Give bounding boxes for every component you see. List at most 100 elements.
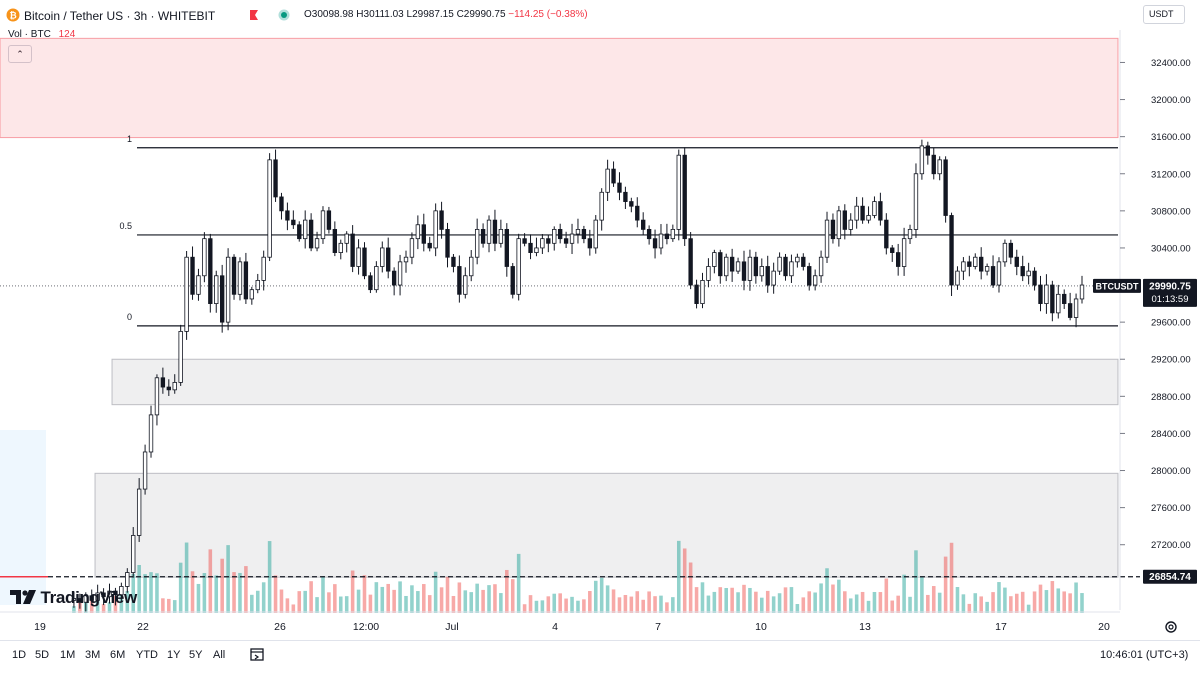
candle-body <box>795 256 800 263</box>
y-tick-label: 29600.00 <box>1151 318 1191 329</box>
volume-bar <box>973 593 978 613</box>
volume-bar <box>754 591 758 613</box>
volume-bar <box>771 596 776 613</box>
volume-bar <box>724 588 728 613</box>
volume-bar <box>386 583 390 613</box>
volume-bar <box>570 596 574 613</box>
candle-body <box>569 233 575 244</box>
candle-body <box>1002 242 1008 263</box>
logo-text: TradingView <box>40 588 137 607</box>
volume-bar <box>392 589 396 613</box>
candle-body <box>895 252 901 267</box>
volume-bar <box>718 587 723 613</box>
date-range-icon[interactable] <box>249 646 265 662</box>
candle-body <box>504 228 509 267</box>
volume-bar <box>1062 591 1066 613</box>
volume-bar <box>101 604 106 613</box>
volume-bar <box>807 591 812 613</box>
candle-body <box>949 215 954 286</box>
candle-body <box>421 224 426 244</box>
candle-body <box>178 331 183 383</box>
candle-body <box>718 252 723 277</box>
marked-level-text: 26854.74 <box>1149 572 1191 583</box>
candle-body <box>463 275 468 295</box>
currency-select[interactable]: USDT <box>1143 5 1185 24</box>
volume-bar <box>202 573 207 613</box>
volume-bar <box>1032 591 1037 613</box>
settings-gear-icon[interactable] <box>1164 620 1178 634</box>
symbol-title[interactable]: Bitcoin / Tether US · 3h · WHITEBIT <box>24 9 216 23</box>
range-3m[interactable]: 3M <box>85 649 101 661</box>
volume-bar <box>843 591 847 613</box>
range-6m[interactable]: 6M <box>110 649 126 661</box>
range-all[interactable]: All <box>213 649 226 661</box>
candle-body <box>457 266 462 295</box>
volume-bar <box>736 592 740 613</box>
volume-value: 124 <box>58 29 76 40</box>
volume-bar <box>167 598 171 613</box>
x-tick-label: 26 <box>274 621 286 633</box>
candle-body <box>546 238 551 244</box>
y-tick-label: 31600.00 <box>1151 132 1191 143</box>
candle-body <box>712 252 717 267</box>
candle-body <box>842 210 847 230</box>
flag-icon[interactable] <box>248 9 260 21</box>
x-tick-label: 12:00 <box>353 621 379 633</box>
volume-bar <box>362 575 367 613</box>
candle-body <box>807 266 812 286</box>
volume-bar <box>273 575 278 613</box>
candle-body <box>492 219 498 244</box>
candle-body <box>919 145 925 175</box>
candle-body <box>765 266 770 286</box>
candle-body <box>291 219 296 226</box>
volume-bar <box>765 590 770 613</box>
volume-bar <box>985 601 989 613</box>
range-1m[interactable]: 1M <box>60 649 76 661</box>
candle-body <box>297 224 302 240</box>
y-tick-label: 30800.00 <box>1151 206 1191 217</box>
range-1y[interactable]: 1Y <box>167 649 181 661</box>
volume-bar <box>487 585 491 613</box>
candle-body <box>95 592 100 601</box>
candle-body <box>658 233 664 249</box>
volume-bar <box>279 589 284 613</box>
chevron-up-icon: ⌃ <box>16 49 24 59</box>
candle-body <box>267 159 272 258</box>
range-ytd[interactable]: YTD <box>136 649 158 661</box>
candle-body <box>356 247 361 267</box>
volume-bar <box>439 587 444 613</box>
volume-bar <box>878 592 883 613</box>
collapse-legend-button[interactable]: ⌃ <box>8 45 32 63</box>
volume-bar <box>991 592 995 613</box>
candle-body <box>184 256 189 332</box>
volume-bar <box>493 584 497 613</box>
y-tick-label: 29200.00 <box>1151 355 1191 366</box>
candle-body <box>593 219 598 249</box>
candle-body <box>77 598 83 603</box>
candle-body <box>190 256 195 295</box>
candle-body <box>125 572 130 587</box>
candle-body <box>528 242 533 253</box>
volume-bar <box>819 583 823 613</box>
range-1d[interactable]: 1D <box>12 649 27 661</box>
x-tick-label: 20 <box>1098 621 1110 633</box>
volume-bar <box>119 591 124 613</box>
candle-body <box>107 590 112 598</box>
volume-bar <box>582 599 586 613</box>
volume-bar <box>250 594 254 613</box>
volume-bar <box>599 577 604 613</box>
x-tick-label: 17 <box>995 621 1007 633</box>
candle-body <box>747 256 753 281</box>
candle-body <box>967 261 972 267</box>
volume-bar <box>706 595 711 613</box>
candle-body <box>818 256 824 277</box>
volume-bar <box>220 558 224 613</box>
range-5y[interactable]: 5Y <box>189 649 203 661</box>
clock-time[interactable]: 10:46:01 (UTC+3) <box>1100 649 1189 661</box>
candle-body <box>878 201 883 221</box>
range-5d[interactable]: 5D <box>35 649 50 661</box>
volume-bar <box>641 599 645 613</box>
svg-text:₿: ₿ <box>9 11 16 21</box>
volume-bar <box>297 591 302 613</box>
